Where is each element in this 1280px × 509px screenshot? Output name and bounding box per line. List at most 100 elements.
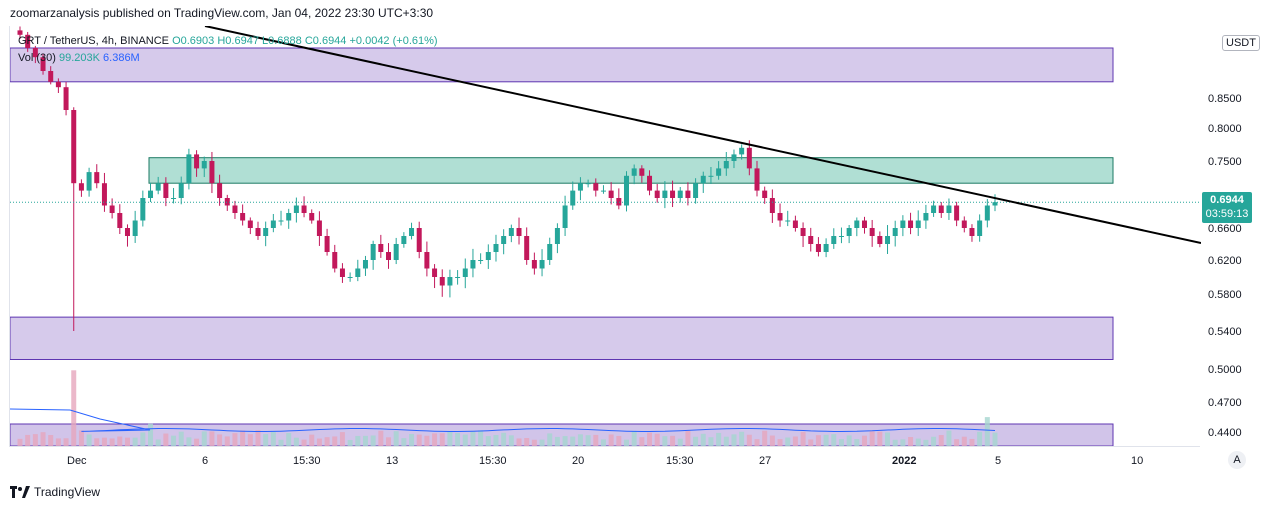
- candle-body: [923, 213, 929, 221]
- volume-bar: [393, 431, 399, 446]
- zone-supply: [148, 157, 1114, 184]
- volume-bar: [739, 431, 745, 446]
- volume-bar: [286, 433, 292, 446]
- candle-body: [631, 168, 637, 176]
- volume-bar: [370, 435, 376, 446]
- volume-bar: [470, 431, 476, 446]
- auto-scale-button[interactable]: A: [1228, 451, 1246, 469]
- candle-body: [224, 198, 230, 206]
- volume-bar: [861, 435, 867, 446]
- volume-bar: [654, 433, 660, 446]
- candle-body: [677, 190, 683, 198]
- volume-label: Vol (30): [18, 52, 56, 64]
- candle-body: [109, 205, 115, 213]
- candle-body: [117, 213, 123, 228]
- candle-body: [386, 252, 392, 260]
- volume-bar: [647, 432, 653, 446]
- candle-body: [470, 260, 476, 269]
- volume-bar: [708, 437, 714, 446]
- volume-bar: [386, 437, 392, 446]
- volume-bar: [48, 435, 54, 446]
- candle-body: [171, 198, 177, 199]
- candle-body: [355, 268, 361, 277]
- volume-bar: [71, 370, 77, 446]
- candle-body: [815, 244, 821, 252]
- ohlc-legend: GRT / TetherUS, 4h, BINANCE O0.6903 H0.6…: [18, 35, 438, 47]
- candle-body: [639, 168, 645, 176]
- volume-bar: [240, 430, 246, 446]
- volume-bar: [800, 431, 806, 446]
- volume-bar: [885, 432, 891, 446]
- volume-bar: [762, 430, 768, 446]
- candle-body: [194, 154, 200, 169]
- volume-bar: [232, 433, 238, 446]
- volume-bar: [600, 439, 606, 446]
- volume-bar: [270, 432, 276, 446]
- candle-body: [493, 244, 499, 252]
- volume-bar: [447, 431, 453, 446]
- candle-body: [309, 213, 315, 221]
- volume-bar: [954, 439, 960, 446]
- time-tick: 13: [386, 455, 398, 467]
- candle-body: [501, 236, 507, 244]
- volume-bar: [347, 439, 353, 446]
- last-price-label: 0.6944 03:59:13: [1202, 192, 1252, 223]
- volume-bar: [723, 436, 729, 446]
- volume-bar: [409, 433, 415, 446]
- candle-body: [478, 260, 484, 261]
- candle-body: [623, 175, 629, 206]
- volume-bar: [846, 435, 852, 446]
- candle-body: [186, 154, 192, 184]
- candle-body: [654, 190, 660, 198]
- volume-bar: [140, 432, 146, 446]
- volume-bar: [593, 434, 599, 446]
- volume-bar: [424, 435, 430, 446]
- candle-body: [524, 236, 530, 260]
- price-axis[interactable]: 0.4400 0.4700 0.5000 0.5400 0.5800 0.6200 0.66…: [1200, 26, 1280, 456]
- price-chart[interactable]: [9, 25, 1202, 447]
- volume-bar: [785, 437, 791, 446]
- change-value: +0.0042 (+0.61%): [349, 35, 438, 47]
- candle-body: [48, 71, 54, 82]
- volume-bar: [155, 439, 161, 446]
- volume-bar: [163, 433, 169, 446]
- candle-body: [754, 168, 760, 191]
- candle-body: [201, 161, 207, 169]
- volume-bar: [838, 439, 844, 446]
- candle-body: [877, 236, 883, 244]
- time-tick: 5: [995, 455, 1001, 467]
- candle-body: [409, 228, 415, 236]
- candle-body: [616, 198, 622, 206]
- candle-body: [808, 236, 814, 244]
- candle-body: [785, 220, 791, 222]
- volume-bar: [670, 435, 676, 446]
- tradingview-footer[interactable]: TradingView: [10, 485, 100, 499]
- candle-body: [977, 220, 983, 236]
- candle-body: [647, 175, 653, 191]
- candle-body: [255, 228, 261, 236]
- candle-body: [577, 183, 583, 191]
- candle-body: [316, 220, 322, 236]
- currency-button[interactable]: USDT: [1222, 35, 1260, 51]
- volume-bar: [117, 436, 123, 446]
- volume-bar: [746, 434, 752, 446]
- volume-bar: [148, 423, 154, 446]
- zone-support: [9, 316, 1114, 360]
- candle-body: [17, 30, 23, 35]
- candle-body: [401, 236, 407, 244]
- chart-frame[interactable]: [9, 25, 1202, 447]
- volume-bar: [516, 438, 522, 446]
- volume-bar: [631, 431, 637, 446]
- volume-bar: [531, 439, 537, 446]
- volume-bar: [900, 439, 906, 446]
- time-axis[interactable]: Dec 6 15:30 13 15:30 20 15:30 27 2022 5 10: [9, 446, 1200, 474]
- volume-bar: [124, 437, 130, 446]
- candle-body: [485, 252, 491, 260]
- candle-body: [101, 183, 107, 206]
- volume-bar: [439, 433, 445, 446]
- candle-body: [209, 161, 215, 184]
- last-price: 0.6944: [1210, 194, 1244, 206]
- volume-bar: [301, 439, 307, 446]
- candle-body: [662, 190, 668, 198]
- candle-body: [723, 161, 729, 169]
